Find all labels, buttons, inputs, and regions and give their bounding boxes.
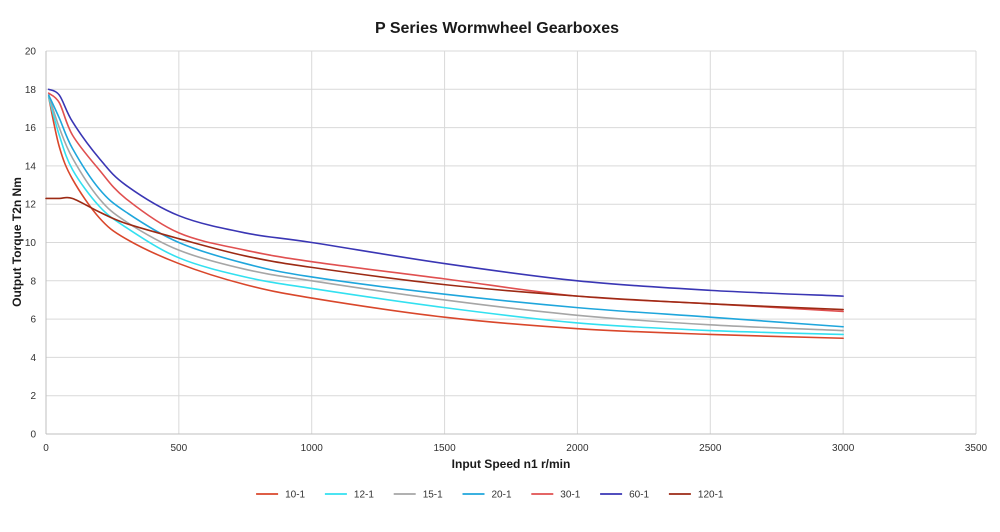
series-line-10-1 [47, 96, 844, 340]
y-tick-label: 4 [30, 353, 36, 364]
legend: 10-1 12-1 15-1 20-1 30-1 60-1 120-1 [256, 490, 724, 501]
y-tick-label: 8 [30, 276, 36, 287]
x-tick-label: 1000 [301, 443, 324, 454]
legend-label-120-1: 120-1 [698, 490, 724, 501]
legend-label-60-1: 60-1 [629, 490, 649, 501]
y-tick-label: 10 [25, 238, 37, 249]
x-axis-title: Input Speed n1 r/min [452, 457, 571, 471]
axes: 0 2 4 6 8 10 12 14 16 18 20 0 500 1000 1500 2000 2500 300… [25, 47, 988, 455]
y-axis-title: Output Torque T2n Nm [10, 177, 24, 307]
series-line-15-1 [47, 94, 844, 332]
y-tick-label: 14 [25, 161, 37, 172]
chart-title: P Series Wormwheel Gearboxes [375, 20, 619, 37]
x-tick-label: 0 [43, 443, 49, 454]
x-tick-label: 3500 [965, 443, 988, 454]
legend-label-10-1: 10-1 [285, 490, 305, 501]
series-line-60-1 [47, 88, 844, 297]
legend-label-20-1: 20-1 [492, 490, 512, 501]
y-tick-label: 16 [25, 123, 37, 134]
x-tick-label: 2000 [566, 443, 589, 454]
x-tick-label: 3000 [832, 443, 855, 454]
x-tick-label: 500 [171, 443, 188, 454]
series-line-120-1 [45, 196, 844, 311]
y-tick-label: 18 [25, 85, 37, 96]
y-tick-label: 12 [25, 200, 37, 211]
legend-label-12-1: 12-1 [354, 490, 374, 501]
y-tick-label: 20 [25, 47, 37, 58]
legend-label-30-1: 30-1 [560, 490, 580, 501]
legend-label-15-1: 15-1 [423, 490, 443, 501]
series-line-20-1 [47, 94, 844, 328]
series-lines [45, 88, 844, 340]
x-tick-label: 2500 [699, 443, 722, 454]
y-tick-label: 6 [30, 315, 36, 326]
series-line-12-1 [47, 96, 844, 336]
x-tick-label: 1500 [433, 443, 456, 454]
y-tick-label: 0 [30, 430, 36, 441]
y-tick-label: 2 [30, 391, 36, 402]
